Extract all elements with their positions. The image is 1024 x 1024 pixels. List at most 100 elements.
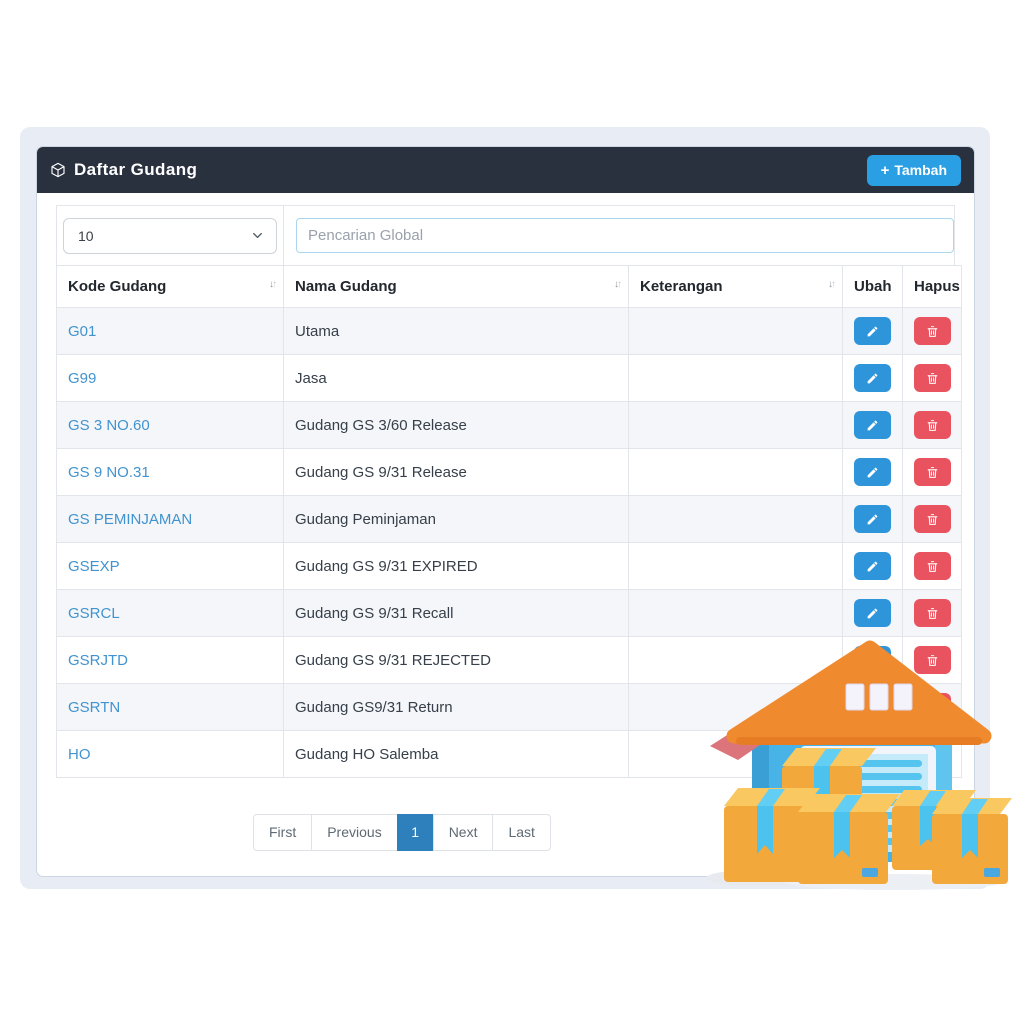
pagination-previous[interactable]: Previous	[311, 814, 398, 851]
pencil-icon	[866, 560, 879, 573]
kode-gudang-link[interactable]: GSRTN	[68, 698, 121, 716]
edit-button[interactable]	[854, 505, 891, 533]
kode-gudang-cell: HO	[56, 730, 284, 778]
column-label: Nama Gudang	[295, 278, 397, 295]
nama-gudang-cell: Gudang GS 9/31 Release	[283, 448, 629, 496]
delete-button[interactable]	[913, 646, 951, 674]
pagination-first[interactable]: First	[253, 814, 313, 851]
kode-gudang-cell: GS 3 NO.60	[56, 401, 284, 449]
delete-button[interactable]	[913, 317, 951, 345]
kode-gudang-cell: GSEXP	[56, 542, 284, 590]
table-row: GS PEMINJAMAN Gudang Peminjaman	[56, 495, 962, 543]
trash-icon	[926, 372, 939, 385]
edit-button[interactable]	[854, 317, 891, 345]
table-toolbar: 10	[56, 205, 955, 265]
kode-gudang-link[interactable]: GSRJTD	[68, 651, 128, 669]
kode-gudang-link[interactable]: GS PEMINJAMAN	[68, 510, 193, 528]
sort-icons: ↓↑	[269, 279, 277, 290]
sort-icons: ↓↑	[828, 279, 836, 290]
table-head: Kode Gudang ↓↑ Nama Gudang ↓↑ Keterangan ↓↑ Ub…	[56, 265, 962, 308]
keterangan-cell	[628, 401, 843, 449]
table-row: GS 3 NO.60 Gudang GS 3/60 Release	[56, 401, 962, 449]
pencil-icon	[866, 325, 879, 338]
nama-gudang-cell: Gudang HO Salemba	[283, 730, 629, 778]
keterangan-cell	[628, 589, 843, 637]
table-row: G99 Jasa	[56, 354, 962, 402]
ubah-cell	[842, 448, 903, 496]
page-size-cell: 10	[57, 206, 284, 265]
table-row: GSEXP Gudang GS 9/31 EXPIRED	[56, 542, 962, 590]
trash-icon	[926, 607, 939, 620]
pagination-1[interactable]: 1	[396, 814, 434, 851]
column-label: Kode Gudang	[68, 278, 167, 295]
add-button-label: Tambah	[894, 162, 947, 178]
nama-gudang-cell: Gudang GS 9/31 Recall	[283, 589, 629, 637]
edit-button[interactable]	[854, 411, 891, 439]
package-cube-icon	[50, 162, 66, 178]
card-header: Daftar Gudang + Tambah	[37, 147, 974, 193]
add-button[interactable]: + Tambah	[866, 154, 961, 186]
card-body: 10 Kode Gudang ↓↑ Nama Gudang ↓↑ Keterangan ↓…	[37, 193, 974, 851]
kode-gudang-link[interactable]: HO	[68, 745, 91, 763]
column-header-0[interactable]: Kode Gudang ↓↑	[56, 265, 284, 308]
kode-gudang-cell: GSRJTD	[56, 636, 284, 684]
edit-button[interactable]	[854, 458, 891, 486]
pagination: First Previous 1 Next Last	[253, 814, 551, 851]
edit-button[interactable]	[854, 552, 891, 580]
delete-button[interactable]	[913, 364, 951, 392]
keterangan-cell	[628, 354, 843, 402]
hapus-cell	[902, 589, 962, 637]
delete-button[interactable]	[913, 458, 951, 486]
hapus-cell	[902, 448, 962, 496]
delete-button[interactable]	[913, 505, 951, 533]
pencil-icon	[866, 607, 879, 620]
keterangan-cell	[628, 307, 843, 355]
column-label: Keterangan	[640, 278, 723, 295]
hapus-cell	[902, 401, 962, 449]
ubah-cell	[842, 542, 903, 590]
trash-icon	[926, 466, 939, 479]
keterangan-cell	[628, 636, 843, 684]
nama-gudang-cell: Gudang GS 9/31 EXPIRED	[283, 542, 629, 590]
kode-gudang-cell: GS PEMINJAMAN	[56, 495, 284, 543]
trash-icon	[926, 654, 939, 667]
delete-button[interactable]	[913, 411, 951, 439]
nama-gudang-cell: Gudang GS 3/60 Release	[283, 401, 629, 449]
nama-gudang-cell: Gudang GS 9/31 REJECTED	[283, 636, 629, 684]
global-search-input[interactable]	[296, 218, 954, 253]
hapus-cell	[902, 542, 962, 590]
trash-icon	[926, 419, 939, 432]
pagination-next[interactable]: Next	[432, 814, 494, 851]
kode-gudang-cell: GSRTN	[56, 683, 284, 731]
hapus-cell	[902, 354, 962, 402]
hapus-cell	[902, 495, 962, 543]
kode-gudang-link[interactable]: G01	[68, 322, 97, 340]
nama-gudang-cell: Gudang Peminjaman	[283, 495, 629, 543]
pagination-last[interactable]: Last	[492, 814, 551, 851]
ubah-cell	[842, 354, 903, 402]
page-size-select[interactable]: 10	[63, 217, 277, 254]
table-row: G01 Utama	[56, 307, 962, 355]
pencil-icon	[866, 466, 879, 479]
pencil-icon	[866, 513, 879, 526]
warehouse-illustration	[694, 636, 1016, 892]
delete-button[interactable]	[913, 552, 951, 580]
column-header-2[interactable]: Keterangan ↓↑	[628, 265, 843, 308]
ubah-cell	[842, 307, 903, 355]
kode-gudang-link[interactable]: G99	[68, 369, 97, 387]
kode-gudang-link[interactable]: GS 3 NO.60	[68, 416, 150, 434]
nama-gudang-cell: Utama	[283, 307, 629, 355]
ubah-cell	[842, 589, 903, 637]
page-title-text: Daftar Gudang	[74, 160, 198, 179]
column-header-4: Hapus	[902, 265, 962, 308]
kode-gudang-link[interactable]: GS 9 NO.31	[68, 463, 150, 481]
delete-button[interactable]	[913, 599, 951, 627]
column-header-1[interactable]: Nama Gudang ↓↑	[283, 265, 629, 308]
kode-gudang-cell: G01	[56, 307, 284, 355]
nama-gudang-cell: Gudang GS9/31 Return	[283, 683, 629, 731]
kode-gudang-link[interactable]: GSEXP	[68, 557, 120, 575]
edit-button[interactable]	[854, 599, 891, 627]
edit-button[interactable]	[854, 364, 891, 392]
kode-gudang-link[interactable]: GSRCL	[68, 604, 120, 622]
warehouse-card: Daftar Gudang + Tambah 10	[36, 146, 975, 877]
